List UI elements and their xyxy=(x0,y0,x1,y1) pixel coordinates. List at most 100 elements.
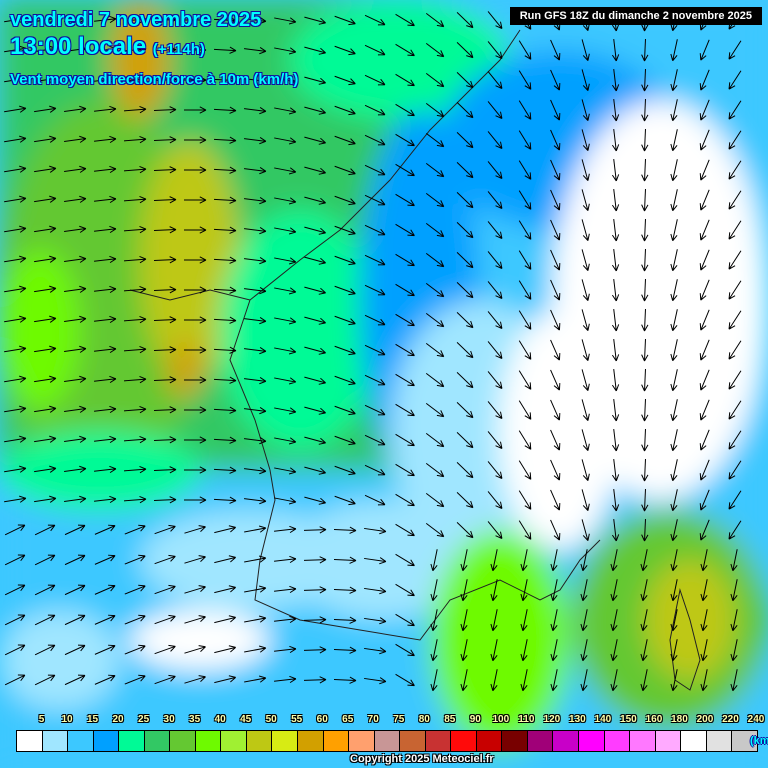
wind-arrow xyxy=(94,524,116,535)
wind-arrow xyxy=(425,282,445,298)
wind-arrow xyxy=(4,405,27,413)
wind-arrow xyxy=(183,106,207,114)
wind-arrow xyxy=(64,584,86,596)
wind-arrow xyxy=(274,227,297,235)
wind-arrow xyxy=(518,460,532,480)
wind-arrow xyxy=(244,585,267,593)
legend-label: 100 xyxy=(492,714,510,725)
legend-label: 150 xyxy=(620,714,637,725)
wind-arrow xyxy=(213,46,237,54)
wind-arrow xyxy=(550,579,558,602)
wind-arrow xyxy=(4,435,27,443)
wind-arrow xyxy=(640,609,648,632)
wind-arrow xyxy=(670,549,678,572)
wind-arrow xyxy=(641,188,649,212)
wind-arrow xyxy=(34,105,57,113)
wind-arrow xyxy=(364,344,386,356)
wind-arrow xyxy=(641,38,649,62)
wind-arrow xyxy=(184,525,206,534)
wind-arrow xyxy=(333,676,357,684)
legend-label: 200 xyxy=(696,714,714,725)
wind-arrow xyxy=(395,133,415,147)
wind-arrow xyxy=(670,429,678,452)
wind-arrow xyxy=(518,490,532,510)
legend-swatch xyxy=(195,731,222,751)
legend-swatch xyxy=(655,731,682,751)
wind-arrow xyxy=(274,645,297,654)
wind-arrow xyxy=(670,489,678,512)
wind-arrow xyxy=(581,459,590,481)
wind-arrow xyxy=(4,674,26,686)
wind-arrow xyxy=(333,556,357,564)
wind-arrow xyxy=(4,644,26,656)
wind-arrow xyxy=(4,345,27,353)
wind-arrow xyxy=(581,429,590,451)
wind-arrow xyxy=(123,195,147,204)
wind-arrow xyxy=(395,43,415,57)
wind-arrow xyxy=(728,130,742,150)
wind-arrow xyxy=(34,75,57,83)
wind-arrow xyxy=(611,249,620,272)
wind-arrow xyxy=(581,189,590,211)
wind-arrow xyxy=(153,106,177,114)
wind-arrow xyxy=(214,615,237,624)
wind-arrow xyxy=(490,609,498,632)
wind-arrow xyxy=(699,249,710,271)
wind-arrow xyxy=(425,372,445,388)
wind-arrow xyxy=(244,466,267,475)
legend-labels: 5 10 15 20 25 30 35 40 45 50 55 60 65 70 75 80 85 90 100 11… xyxy=(16,714,765,728)
wind-arrow xyxy=(64,405,87,413)
wind-arrow xyxy=(487,371,503,389)
wind-arrow xyxy=(487,41,503,59)
legend-unit: (km/h) xyxy=(750,735,768,747)
wind-arrow xyxy=(425,462,445,478)
wind-arrow xyxy=(4,584,26,596)
wind-arrow xyxy=(94,135,117,144)
wind-arrow xyxy=(34,165,57,173)
wind-arrow xyxy=(611,219,620,242)
wind-arrow xyxy=(274,615,297,624)
wind-arrow xyxy=(518,370,532,390)
wind-arrow xyxy=(518,310,532,330)
wind-arrow xyxy=(728,190,742,210)
wind-arrow xyxy=(34,15,57,23)
wind-arrow xyxy=(460,579,468,602)
wind-arrow xyxy=(430,669,438,692)
wind-arrow xyxy=(214,585,237,594)
wind-arrow xyxy=(334,435,356,446)
wind-arrow xyxy=(430,639,438,662)
legend-swatch xyxy=(119,731,145,751)
wind-arrow xyxy=(641,128,649,152)
wind-arrow xyxy=(728,490,742,510)
wind-arrow xyxy=(94,405,117,414)
wind-arrow xyxy=(670,669,678,692)
wind-arrow xyxy=(274,377,297,385)
legend-swatch xyxy=(170,731,196,751)
wind-arrow xyxy=(304,496,326,505)
wind-arrow xyxy=(94,435,117,444)
wind-arrow xyxy=(244,496,267,505)
wind-arrow xyxy=(430,579,438,602)
wind-arrow xyxy=(456,372,474,389)
wind-arrow xyxy=(94,465,117,474)
wind-arrow xyxy=(334,405,356,416)
wind-arrow xyxy=(34,345,57,353)
wind-arrow xyxy=(364,134,386,146)
wind-arrow xyxy=(730,669,738,692)
wind-arrow xyxy=(244,106,267,115)
wind-arrow xyxy=(4,614,26,626)
wind-arrow xyxy=(123,315,147,324)
legend-swatch xyxy=(630,731,656,751)
wind-arrow xyxy=(124,554,146,565)
wind-arrow xyxy=(456,12,474,29)
wind-arrow xyxy=(395,583,415,597)
legend-label: 20 xyxy=(112,714,124,725)
wind-arrow xyxy=(183,76,207,84)
wind-arrow xyxy=(395,373,415,387)
wind-arrow xyxy=(641,488,649,512)
wind-arrow xyxy=(123,165,147,174)
wind-arrow xyxy=(274,555,297,564)
wind-arrow xyxy=(580,549,588,572)
legend-swatch xyxy=(144,731,171,751)
wind-arrow xyxy=(518,160,532,180)
